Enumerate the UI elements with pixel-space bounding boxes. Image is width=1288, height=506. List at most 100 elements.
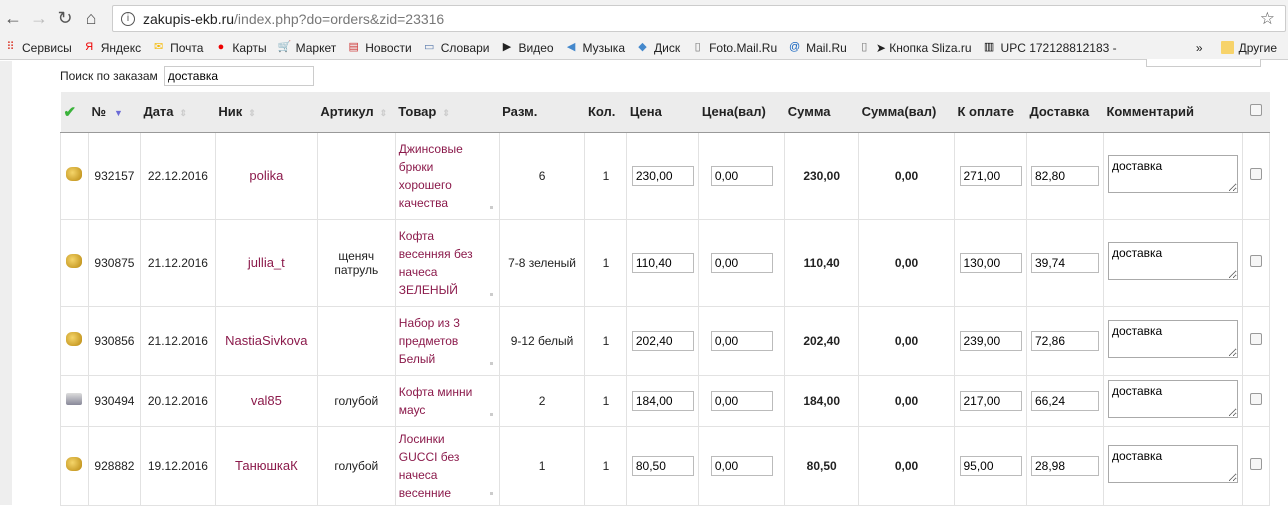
bookmark-item[interactable]: Я Яндекс: [83, 41, 141, 55]
nick-link[interactable]: val85: [214, 374, 318, 427]
delivery-input[interactable]: [1030, 390, 1099, 411]
row-checkbox[interactable]: [1249, 393, 1262, 405]
bookmark-label: Новости: [365, 40, 412, 55]
coins-icon[interactable]: [66, 457, 83, 471]
row-checkbox[interactable]: [1249, 333, 1262, 345]
delivery-input[interactable]: [1030, 252, 1099, 273]
nick-link[interactable]: NastiaSivkova: [214, 305, 318, 376]
column-header[interactable]: № ▼: [88, 92, 141, 133]
bookmark-item[interactable]: ⠿ Сервисы: [4, 41, 71, 55]
back-icon[interactable]: ←: [4, 7, 22, 28]
row-checkbox-cell: [1241, 425, 1271, 506]
to-pay-input[interactable]: [959, 390, 1022, 411]
coins-icon[interactable]: [66, 167, 83, 181]
price-currency-input[interactable]: [710, 165, 773, 186]
product-link[interactable]: Кофта весенняя без начеса ЗЕЛЕНЫЙ: [398, 228, 473, 297]
column-header[interactable]: К оплате: [954, 92, 1027, 133]
bookmark-item[interactable]: ▤ Новости: [347, 40, 412, 55]
search-input[interactable]: [163, 66, 314, 86]
sort-desc-icon[interactable]: ▼: [113, 108, 123, 119]
column-header[interactable]: Дата ⇕: [140, 92, 216, 133]
sum-cur-cell: 0,00: [858, 305, 956, 376]
product-link[interactable]: Лосинки GUCCI без начеса весенние: [398, 431, 460, 500]
column-header[interactable]: Цена(вал): [698, 92, 785, 133]
column-header[interactable]: Товар ⇕: [395, 92, 500, 133]
forward-icon[interactable]: →: [30, 7, 48, 28]
to-pay-input[interactable]: [959, 455, 1022, 476]
to-pay-input[interactable]: [959, 252, 1022, 273]
comment-textarea[interactable]: доставка: [1107, 380, 1238, 418]
delivery-input[interactable]: [1030, 330, 1099, 351]
price-input[interactable]: [631, 455, 694, 476]
sum: 184,00: [803, 393, 841, 408]
bookmark-label: Foto.Mail.Ru: [709, 40, 778, 55]
to-pay-input[interactable]: [959, 165, 1022, 186]
row-checkbox[interactable]: [1249, 168, 1262, 180]
printer-icon[interactable]: [66, 393, 83, 405]
price-input[interactable]: [631, 252, 694, 273]
comment-textarea[interactable]: доставка: [1107, 155, 1238, 193]
info-icon[interactable]: i: [121, 11, 135, 26]
more-bookmarks-button[interactable]: »: [1195, 40, 1203, 55]
delivery-input[interactable]: [1030, 165, 1099, 186]
delivery-input[interactable]: [1030, 455, 1099, 476]
price-currency-input[interactable]: [710, 455, 773, 476]
to-pay-input[interactable]: [959, 330, 1022, 351]
star-icon[interactable]: ☆: [1259, 8, 1275, 28]
other-bookmarks[interactable]: Другие: [1220, 41, 1277, 55]
nick-link[interactable]: polika: [214, 131, 318, 220]
product-link[interactable]: Джинсовые брюки хорошего качества: [398, 141, 463, 210]
reload-icon[interactable]: ↻: [57, 7, 73, 28]
coins-icon[interactable]: [66, 254, 83, 268]
bookmark-item[interactable]: ▥ UPC 172128812183 -: [983, 41, 1117, 55]
size: 9-12 белый: [498, 305, 586, 376]
price-input[interactable]: [631, 165, 694, 186]
bookmark-item[interactable]: ▶ Видео: [500, 41, 554, 55]
bookmark-item[interactable]: ◀ Музыка: [565, 41, 625, 55]
price-input[interactable]: [631, 330, 694, 351]
column-header[interactable]: Сумма: [784, 92, 859, 133]
column-header[interactable]: Кол.: [584, 92, 627, 133]
bookmark-item[interactable]: ▭ Словари: [423, 41, 489, 55]
row-checkbox[interactable]: [1249, 255, 1262, 267]
row-checkbox[interactable]: [1249, 458, 1262, 470]
nick-link[interactable]: ТанюшкаК: [214, 425, 318, 506]
price-currency-input[interactable]: [710, 252, 773, 273]
bookmark-item[interactable]: ▯ Foto.Mail.Ru: [691, 40, 778, 55]
sort-icon[interactable]: ⇕: [442, 108, 450, 119]
column-header[interactable]: Цена: [626, 92, 699, 133]
address-bar[interactable]: i zakupis-ekb.ru/index.php?do=orders&zid…: [112, 5, 1286, 32]
column-header[interactable]: Артикул ⇕: [317, 92, 396, 133]
price-cur-cell: [698, 131, 786, 220]
bookmark-item[interactable]: 🛒 Маркет: [278, 41, 337, 55]
bookmark-item[interactable]: ● Карты: [214, 41, 267, 55]
comment-textarea[interactable]: доставка: [1107, 242, 1238, 280]
bookmark-item[interactable]: ▯ ➤ Кнопка Sliza.ru: [858, 41, 971, 55]
coins-icon[interactable]: [66, 332, 83, 346]
price-input[interactable]: [631, 390, 694, 411]
column-header[interactable]: Доставка: [1026, 92, 1104, 133]
nick-link[interactable]: jullia_t: [214, 218, 318, 307]
bookmark-item[interactable]: @ Mail.Ru: [788, 41, 847, 55]
comment-textarea[interactable]: доставка: [1107, 445, 1238, 483]
comment-textarea[interactable]: доставка: [1107, 320, 1238, 358]
select-all-check[interactable]: ✔: [60, 92, 89, 133]
column-header[interactable]: Ник ⇕: [215, 92, 318, 133]
product-link[interactable]: Набор из 3 предметов Белый: [398, 315, 460, 366]
price-currency-input[interactable]: [710, 330, 773, 351]
quantity: 1: [584, 305, 628, 376]
sort-icon[interactable]: ⇕: [379, 108, 388, 119]
apps-icon: ⠿: [6, 41, 15, 53]
bookmark-item[interactable]: ✉ Почта: [152, 41, 203, 55]
column-header[interactable]: Сумма(вал): [858, 92, 955, 133]
column-header[interactable]: Комментарий: [1103, 92, 1243, 133]
home-icon[interactable]: ⌂: [85, 7, 97, 28]
price-currency-input[interactable]: [710, 390, 773, 411]
to-pay-cell: [954, 374, 1027, 427]
sort-icon[interactable]: ⇕: [248, 108, 256, 119]
sort-icon[interactable]: ⇕: [179, 108, 188, 119]
product-link[interactable]: Кофта минни маус: [398, 384, 473, 417]
bookmark-item[interactable]: ◆ Диск: [636, 41, 680, 55]
select-all-checkbox[interactable]: [1249, 104, 1262, 117]
column-header[interactable]: Разм.: [499, 92, 585, 133]
